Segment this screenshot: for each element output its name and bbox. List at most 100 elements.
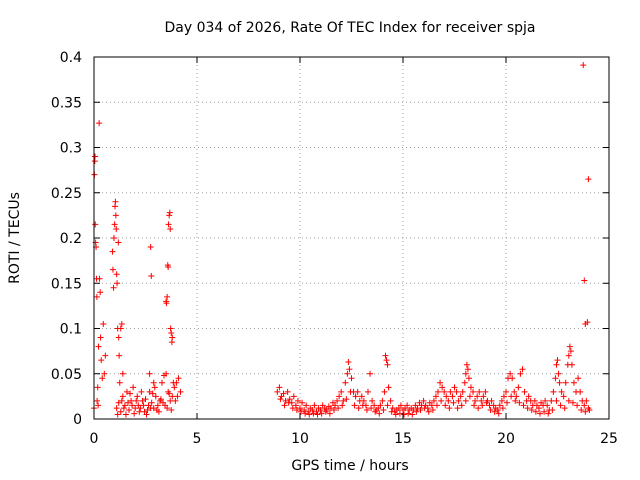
- data-point: [101, 370, 108, 377]
- data-point: [97, 289, 104, 296]
- data-point: [499, 405, 506, 412]
- data-point: [110, 284, 117, 291]
- data-point: [369, 397, 376, 404]
- data-point: [151, 384, 158, 391]
- data-point: [340, 397, 347, 404]
- data-point: [525, 393, 532, 400]
- data-point: [557, 402, 564, 409]
- data-point: [282, 397, 289, 404]
- x-tick-label: 10: [291, 431, 309, 447]
- data-point: [327, 405, 334, 412]
- data-point: [290, 393, 297, 400]
- data-point: [480, 393, 487, 400]
- data-point: [311, 402, 318, 409]
- y-tick-label: 0.35: [51, 95, 82, 111]
- data-point: [451, 384, 458, 391]
- data-point: [532, 408, 539, 415]
- data-point: [109, 248, 116, 255]
- data-point: [111, 221, 118, 228]
- data-point: [449, 393, 456, 400]
- data-point: [548, 397, 555, 404]
- data-point: [153, 406, 160, 413]
- data-point: [120, 405, 127, 412]
- data-point: [478, 397, 485, 404]
- data-point: [464, 366, 471, 373]
- data-point: [166, 212, 173, 219]
- data-point: [115, 239, 122, 246]
- data-point: [137, 405, 144, 412]
- data-point: [175, 375, 182, 382]
- data-point: [163, 300, 170, 307]
- data-point: [115, 399, 122, 406]
- data-point: [112, 212, 119, 219]
- data-point: [100, 320, 107, 327]
- data-point: [414, 405, 421, 412]
- data-point: [387, 397, 394, 404]
- y-tick-label: 0.1: [60, 322, 82, 338]
- data-point: [566, 343, 573, 350]
- data-point: [303, 402, 310, 409]
- data-point: [455, 397, 462, 404]
- data-point: [132, 405, 139, 412]
- data-point: [565, 397, 572, 404]
- data-point: [301, 406, 308, 413]
- data-point: [352, 393, 359, 400]
- data-point: [335, 405, 342, 412]
- data-point: [298, 408, 305, 415]
- data-point: [164, 293, 171, 300]
- data-point: [109, 266, 116, 273]
- plot-frame: [93, 56, 610, 420]
- data-point: [354, 388, 361, 395]
- data-point: [380, 406, 387, 413]
- data-point: [467, 384, 474, 391]
- data-point: [392, 411, 399, 418]
- data-point: [581, 402, 588, 409]
- data-point: [157, 396, 164, 403]
- data-point: [360, 397, 367, 404]
- data-point: [443, 393, 450, 400]
- data-point: [92, 153, 99, 160]
- y-axis-label: ROTI / TECUs: [7, 192, 23, 284]
- data-point: [396, 410, 403, 417]
- data-point: [475, 405, 482, 412]
- data-point: [430, 397, 437, 404]
- data-point: [146, 388, 153, 395]
- data-point: [158, 379, 165, 386]
- data-point: [302, 410, 309, 417]
- data-point: [336, 393, 343, 400]
- data-point: [457, 393, 464, 400]
- data-point: [521, 388, 528, 395]
- axis-ticks: 0 5 10 15 20 25 0 0.05 0.1 0.15 0.2 0.25 0.3 0.35 0.4: [51, 50, 618, 447]
- data-point: [491, 408, 498, 415]
- data-point: [472, 397, 479, 404]
- data-point: [520, 402, 527, 409]
- data-point: [133, 397, 140, 404]
- data-point: [462, 397, 469, 404]
- data-point: [552, 375, 559, 382]
- data-point: [343, 396, 350, 403]
- data-point: [140, 402, 147, 409]
- data-point: [277, 396, 284, 403]
- data-point: [166, 209, 173, 216]
- y-tick-label: 0.2: [60, 231, 82, 247]
- data-points: [91, 62, 593, 418]
- data-point: [560, 393, 567, 400]
- data-point: [163, 370, 170, 377]
- data-point: [517, 370, 524, 377]
- x-tick-label: 0: [90, 431, 99, 447]
- data-point: [138, 388, 145, 395]
- data-point: [136, 408, 143, 415]
- data-point: [428, 402, 435, 409]
- chart-title: Day 034 of 2026, Rate Of TEC Index for r…: [164, 20, 535, 36]
- data-point: [409, 411, 416, 418]
- data-point: [425, 408, 432, 415]
- data-point: [102, 352, 109, 359]
- data-point: [294, 397, 301, 404]
- data-point: [545, 410, 552, 417]
- data-point: [372, 408, 379, 415]
- data-point: [385, 384, 392, 391]
- data-point: [171, 384, 178, 391]
- x-axis-label: GPS time / hours: [291, 458, 408, 474]
- data-point: [127, 390, 134, 397]
